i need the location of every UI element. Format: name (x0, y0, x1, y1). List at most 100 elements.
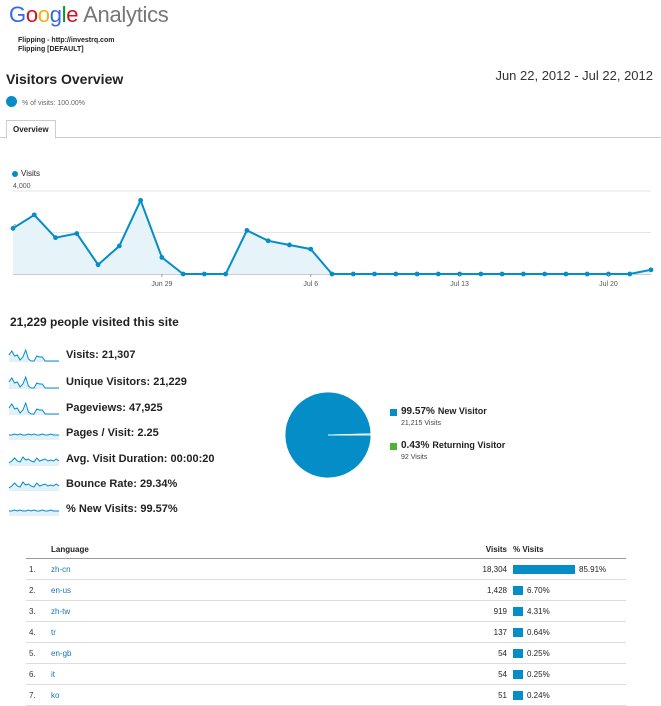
x-tick-label: Jul 20 (599, 281, 618, 288)
table-row: 1. zh-cn 18,304 85.91% (26, 558, 626, 580)
metric-row: Pages / Visit: 2.25 (8, 423, 268, 443)
tab-bar-line (0, 137, 661, 138)
metric-label[interactable]: Unique Visitors: 21,229 (66, 376, 187, 388)
pct-bar (513, 669, 523, 679)
sparkline-icon (8, 375, 59, 389)
metric-row: Unique Visitors: 21,229 (8, 372, 268, 392)
row-number: 2. (26, 579, 48, 601)
pct-value: 0.24% (527, 690, 550, 700)
date-range[interactable]: Jun 22, 2012 - Jul 22, 2012 (495, 68, 653, 83)
pct-bar (513, 564, 575, 574)
metric-label[interactable]: Visits: 21,307 (66, 349, 136, 361)
row-number: 1. (26, 558, 48, 580)
pct-visits-cell: 0.25% (510, 663, 626, 685)
pct-value: 0.25% (527, 669, 550, 679)
visits-point (265, 238, 271, 244)
visits-value: 51 (424, 684, 510, 706)
language-link[interactable]: en-us (48, 579, 424, 601)
visitors-summary: 21,229 people visited this site (10, 315, 179, 329)
metric-row: Pageviews: 47,925 (8, 398, 268, 418)
metric-label[interactable]: % New Visits: 99.57% (66, 503, 178, 515)
row-number: 5. (26, 642, 48, 664)
visits-point (478, 271, 484, 277)
visits-point (350, 271, 356, 277)
metric-label[interactable]: Bounce Rate: 29.34% (66, 478, 178, 490)
returning-visitor-swatch (390, 443, 397, 450)
pct-bar (513, 690, 523, 700)
language-link[interactable]: zh-cn (48, 558, 424, 580)
visits-value: 54 (424, 663, 510, 685)
new-visitor-name: New Visitor (437, 406, 487, 416)
visits-legend-label: Visits (21, 169, 40, 178)
visits-point (159, 255, 165, 260)
col-visits[interactable]: Visits (424, 541, 510, 559)
logo-google-text: Google (9, 2, 79, 27)
sparkline-icon (8, 481, 60, 491)
visits-point (414, 271, 420, 277)
language-link[interactable]: it (48, 663, 424, 685)
segment-label: % of visits: 100.00% (22, 100, 86, 107)
language-table: Language Visits % Visits 1. zh-cn 18,304 85… (26, 541, 626, 706)
segment-icon (6, 96, 17, 107)
visits-point (95, 262, 101, 268)
tab-overview[interactable]: Overview (6, 120, 56, 139)
visits-point (244, 228, 250, 233)
page-title: Visitors Overview (6, 71, 124, 87)
visits-point (31, 212, 37, 218)
visits-point (53, 235, 58, 241)
visits-point (393, 271, 399, 277)
pct-bar (513, 585, 523, 595)
visits-point (648, 267, 654, 273)
visits-point (74, 231, 80, 236)
col-pct-visits[interactable]: % Visits (510, 541, 626, 559)
visits-point (10, 225, 16, 231)
visits-point (116, 243, 122, 249)
language-link[interactable]: tr (48, 621, 424, 643)
language-link[interactable]: en-gb (48, 642, 424, 664)
pct-value: 0.64% (527, 627, 550, 637)
visits-point (138, 197, 144, 203)
row-number: 6. (26, 663, 48, 685)
visits-point (627, 271, 633, 277)
new-visitor-pct: 99.57% (401, 406, 435, 417)
visits-value: 1,428 (424, 579, 510, 601)
table-row: 3. zh-tw 919 4.31% (26, 600, 626, 622)
pct-visits-cell: 6.70% (510, 579, 626, 601)
visits-area (13, 200, 651, 274)
new-visitor-visits: 21,215 Visits (401, 420, 441, 427)
visits-value: 919 (424, 600, 510, 622)
col-language[interactable]: Language (48, 541, 424, 559)
returning-visitor-pct: 0.43% (401, 440, 430, 451)
y-tick-label: 4,000 (13, 183, 31, 190)
visits-point (435, 271, 441, 277)
google-analytics-logo: Google Analytics (9, 2, 169, 28)
visits-point (223, 271, 229, 277)
pct-value: 6.70% (527, 585, 550, 595)
x-tick-label: Jun 29 (151, 281, 172, 288)
visits-point (329, 271, 335, 277)
table-row: 7. ko 51 0.24% (26, 684, 626, 706)
visits-point (180, 271, 186, 277)
visits-value: 54 (424, 642, 510, 664)
new-vs-returning-pie (284, 391, 372, 479)
pct-visits-cell: 4.31% (510, 600, 626, 622)
language-link[interactable]: ko (48, 684, 424, 706)
visits-point (499, 271, 505, 277)
visits-point (287, 242, 292, 248)
metric-label[interactable]: Pageviews: 47,925 (66, 402, 163, 414)
logo-product-text: Analytics (83, 2, 169, 27)
pct-visits-cell: 0.25% (510, 642, 626, 664)
visits-point (308, 246, 314, 252)
pie-slice-returning (327, 433, 372, 436)
visits-point (563, 271, 569, 277)
metric-label[interactable]: Pages / Visit: 2.25 (66, 427, 159, 439)
table-row: 6. it 54 0.25% (26, 663, 626, 685)
metric-label[interactable]: Avg. Visit Duration: 00:00:20 (66, 453, 215, 465)
returning-visitor-visits: 92 Visits (401, 454, 428, 461)
pct-visits-cell: 0.64% (510, 621, 626, 643)
x-tick-label: Jul 13 (450, 281, 469, 288)
sparkline-icon (8, 401, 59, 415)
language-link[interactable]: zh-tw (48, 600, 424, 622)
metric-row: Visits: 21,307 (8, 345, 268, 365)
